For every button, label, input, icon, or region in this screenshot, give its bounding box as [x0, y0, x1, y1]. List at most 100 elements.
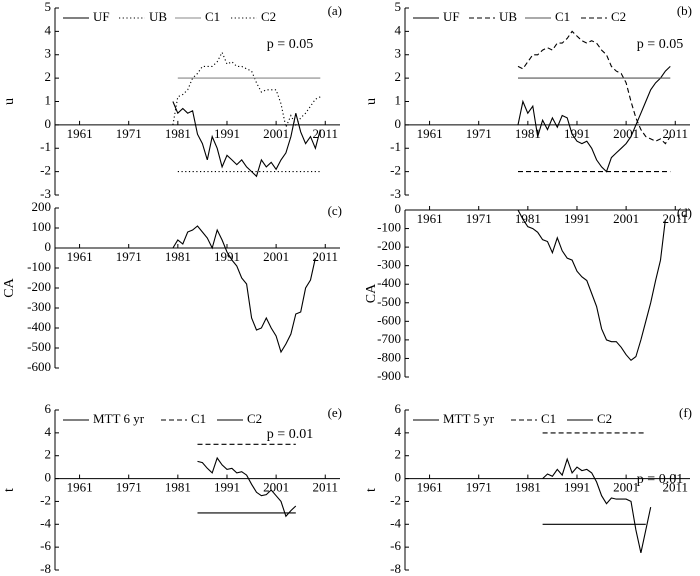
- y-tick-label: 0: [395, 470, 402, 485]
- legend-label: UB: [149, 9, 167, 24]
- legend-label: C2: [611, 9, 626, 24]
- y-tick-label: -500: [377, 294, 401, 309]
- y-tick-label: -6: [390, 538, 401, 553]
- y-axis-label: u: [2, 98, 17, 105]
- series-line: [542, 457, 652, 554]
- x-tick-label: 2001: [263, 480, 289, 495]
- panel: -3 -2 -1 0 1 2 3 4 5 1961 1971 1981 1991 2001 2011 u (a)…: [2, 0, 342, 201]
- x-tick-label: 1981: [515, 211, 541, 226]
- legend-label: UF: [93, 9, 110, 24]
- panel: -8 -6 -4 -2 0 2 4 6 1961 1971 1981 1991 2001 2011 t (e)…: [2, 401, 342, 576]
- y-tick-label: -800: [377, 349, 401, 364]
- annotation: p = 0.01: [637, 472, 683, 487]
- x-tick-label: 1971: [466, 126, 492, 141]
- panel: -900 -800 -700 -600 -500 -400 -300 -200 -100 0 196…: [364, 201, 692, 383]
- legend-label: C2: [247, 411, 262, 426]
- y-axis-label: t: [364, 488, 379, 492]
- legend-label: MTT 6 yr: [93, 411, 145, 426]
- y-tick-label: 5: [395, 0, 402, 14]
- x-tick-label: 1991: [214, 126, 240, 141]
- y-tick-label: -1: [390, 139, 401, 154]
- x-tick-label: 1981: [515, 480, 541, 495]
- y-tick-label: -8: [390, 561, 401, 576]
- y-tick-label: -100: [377, 220, 401, 235]
- x-tick-label: 1961: [67, 249, 93, 264]
- y-tick-label: -300: [27, 299, 51, 314]
- annotation: p = 0.05: [637, 37, 683, 52]
- x-tick-label: 2011: [662, 211, 688, 226]
- x-tick-label: 1961: [67, 480, 93, 495]
- y-tick-label: 3: [395, 46, 402, 61]
- y-tick-label: 0: [395, 201, 402, 216]
- panel: -3 -2 -1 0 1 2 3 4 5 1961 1971 1981 1991 2001 2011 u (b)…: [364, 0, 692, 201]
- series-line: [517, 66, 671, 173]
- y-tick-label: 0: [45, 116, 52, 131]
- x-tick-label: 1981: [165, 249, 191, 264]
- y-tick-label: -200: [27, 279, 51, 294]
- y-tick-label: -6: [40, 538, 51, 553]
- y-tick-label: -700: [377, 331, 401, 346]
- annotation: p = 0.05: [267, 37, 313, 52]
- x-tick-label: 2011: [312, 126, 338, 141]
- x-tick-label: 1991: [214, 249, 240, 264]
- panel: -8 -6 -4 -2 0 2 4 6 1961 1971 1981 1991 2001 2011 t (f)…: [364, 401, 692, 576]
- y-tick-label: 2: [45, 447, 52, 462]
- legend-label: C1: [541, 411, 556, 426]
- y-tick-label: 1: [395, 92, 402, 107]
- y-tick-label: -8: [40, 561, 51, 576]
- legend-label: C2: [261, 9, 276, 24]
- x-tick-label: 1991: [214, 480, 240, 495]
- legend-label: C1: [555, 9, 570, 24]
- legend-label: MTT 5 yr: [443, 411, 495, 426]
- x-tick-label: 1961: [417, 480, 443, 495]
- y-tick-label: -2: [40, 163, 51, 178]
- y-tick-label: 200: [32, 199, 52, 214]
- y-tick-label: 1: [45, 92, 52, 107]
- y-tick-label: -100: [27, 259, 51, 274]
- y-axis-label: t: [2, 488, 17, 492]
- y-axis-label: CA: [364, 283, 379, 303]
- y-tick-label: -900: [377, 368, 401, 383]
- y-tick-label: 5: [45, 0, 52, 14]
- x-tick-label: 1991: [564, 126, 590, 141]
- panel-label: (d): [677, 205, 692, 220]
- y-tick-label: -300: [377, 257, 401, 272]
- x-tick-label: 1981: [165, 480, 191, 495]
- x-tick-label: 1981: [515, 126, 541, 141]
- y-tick-label: -400: [27, 319, 51, 334]
- series-line: [517, 30, 671, 145]
- y-tick-label: -4: [40, 515, 51, 530]
- legend-label: UF: [443, 9, 460, 24]
- y-tick-label: -4: [390, 515, 401, 530]
- panel-label: (b): [677, 3, 692, 18]
- y-tick-label: 2: [395, 447, 402, 462]
- y-tick-label: -3: [40, 186, 51, 201]
- series-line: [517, 209, 666, 362]
- y-tick-label: -600: [377, 312, 401, 327]
- legend-label: UB: [499, 9, 517, 24]
- y-tick-label: 6: [395, 401, 402, 416]
- x-tick-label: 2001: [263, 249, 289, 264]
- y-tick-label: -200: [377, 238, 401, 253]
- legend-label: C1: [191, 411, 206, 426]
- y-axis-label: CA: [2, 277, 17, 297]
- y-tick-label: -3: [390, 186, 401, 201]
- panel-label: (a): [328, 3, 342, 18]
- x-tick-label: 2011: [312, 249, 338, 264]
- x-tick-label: 1971: [466, 480, 492, 495]
- annotation: p = 0.01: [267, 427, 313, 442]
- y-tick-label: 4: [395, 424, 402, 439]
- x-tick-label: 2011: [662, 126, 688, 141]
- legend-label: C2: [597, 411, 612, 426]
- y-tick-label: 4: [395, 22, 402, 37]
- panel-label: (e): [328, 405, 342, 420]
- y-tick-label: 100: [32, 219, 52, 234]
- y-tick-label: 0: [45, 239, 52, 254]
- x-tick-label: 2001: [263, 126, 289, 141]
- x-tick-label: 2001: [613, 480, 639, 495]
- y-tick-label: -1: [40, 139, 51, 154]
- series-line: [172, 51, 321, 130]
- x-tick-label: 1961: [417, 211, 443, 226]
- y-tick-label: -400: [377, 275, 401, 290]
